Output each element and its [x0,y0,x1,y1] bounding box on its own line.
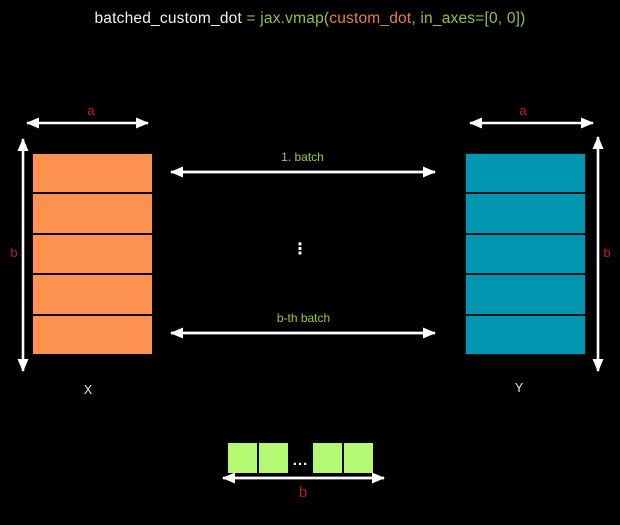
x-matrix-row [32,274,153,315]
title-in-axes-arg: , in_axes=[0, 0]) [411,10,526,27]
result-cell [313,443,342,473]
result-ellipsis: ... [292,452,309,469]
batch-ellipsis: ⋮ [292,241,308,258]
y-matrix-row [465,274,586,315]
y-matrix-label: Y [514,381,524,395]
x-matrix-row [32,153,153,194]
y-matrix [465,153,586,356]
title-custom-dot-arg: custom_dot [329,10,412,27]
x-matrix-row [32,193,153,234]
result-cell [344,443,373,473]
x-matrix-row [32,314,153,356]
y-matrix-row [465,314,586,356]
x-width-label: a [87,103,95,118]
x-matrix-label: X [83,383,93,397]
title: batched_custom_dot = jax.vmap(custom_dot… [0,10,620,28]
result-length-label: b [298,484,308,501]
title-vmap-call: = jax.vmap( [242,10,330,27]
y-matrix-row [465,153,586,194]
x-matrix-row [32,233,153,275]
title-lhs: batched_custom_dot [94,10,242,27]
x-height-label: b [10,245,18,260]
result-cell [259,443,288,473]
y-matrix-row [465,233,586,275]
result-vector: ... [228,443,373,473]
first-batch-label: 1. batch [281,150,324,164]
result-cell [228,443,257,473]
x-matrix [32,153,153,356]
y-width-label: a [519,103,527,118]
y-matrix-row [465,193,586,234]
last-batch-label: b-th batch [276,311,331,325]
y-height-label: b [603,245,611,260]
